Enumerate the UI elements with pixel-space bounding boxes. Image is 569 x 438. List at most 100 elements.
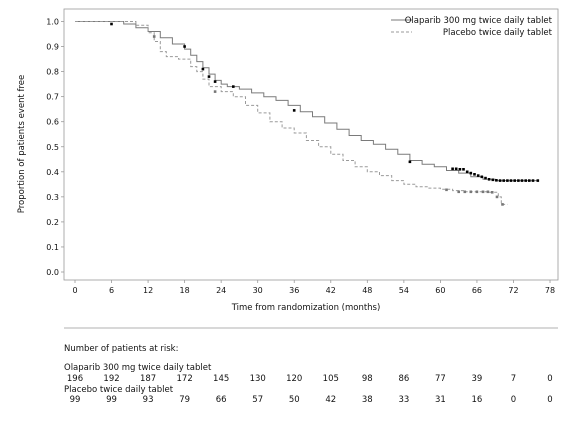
y-tick-label: 0.8 [46,68,59,77]
risk-count: 196 [67,374,83,384]
x-axis-label: Time from randomization (months) [231,303,381,313]
censor-mark-placebo [152,35,156,38]
risk-count: 86 [398,374,409,384]
censor-mark-placebo [457,190,460,194]
risk-count: 105 [323,374,339,384]
censor-mark-olaparib [476,174,480,177]
risk-count: 7 [511,374,516,384]
censor-mark-olaparib [495,179,498,182]
x-tick-label: 48 [362,286,372,295]
risk-count: 172 [177,374,193,384]
censor-mark-olaparib [498,179,502,182]
censor-mark-olaparib [528,179,531,182]
x-tick-label: 0 [72,286,77,295]
censor-mark-olaparib [531,179,535,182]
risk-count: 93 [143,395,154,405]
censor-mark-olaparib [480,175,484,179]
risk-count: 50 [289,395,300,405]
x-tick-label: 54 [399,286,409,295]
x-tick-label: 24 [216,286,226,295]
x-tick-label: 30 [253,286,263,295]
censor-mark-olaparib [502,179,505,182]
censor-mark-olaparib [473,173,476,176]
censor-mark-olaparib [487,178,491,181]
censor-mark-placebo [463,190,467,194]
risk-count: 0 [547,395,552,405]
censor-mark-olaparib [484,176,487,180]
series-line-olaparib [75,21,538,182]
risk-count: 120 [286,374,302,384]
risk-row-placebo: 99 99 93 79 66 57 50 42 38 33 31 16 0 0 [70,395,553,405]
x-tick-label: 12 [143,286,153,295]
risk-count: 57 [252,395,263,405]
x-tick-label: 66 [472,286,482,295]
censor-mark-placebo [495,195,499,199]
censor-mark-olaparib [201,67,205,71]
x-tick-label: 72 [508,286,518,295]
y-axis-label: Proportion of patients event free [17,75,27,214]
risk-count: 187 [140,374,156,384]
risk-count: 77 [435,374,446,384]
censor-mark-placebo [486,190,490,194]
censor-mark-olaparib [454,167,458,171]
x-tick-label: 60 [435,286,445,295]
censor-mark-olaparib [110,22,113,26]
censor-mark-olaparib [524,179,527,182]
risk-count: 31 [435,395,446,405]
censor-mark-olaparib [491,178,495,182]
risk-count: 145 [213,374,229,384]
x-tick-label: 42 [326,286,336,295]
censor-mark-olaparib [520,179,524,182]
risk-count: 0 [511,395,516,405]
censor-mark-placebo [475,190,479,194]
censor-mark-olaparib [207,75,211,78]
y-tick-label: 0.5 [46,143,59,152]
x-tick-label: 36 [289,286,299,295]
risk-count: 98 [362,374,373,384]
y-tick-label: 0.9 [46,43,59,52]
censor-mark-olaparib [292,109,296,112]
y-tick-label: 0.7 [46,93,59,102]
risk-count: 79 [179,395,190,405]
censor-mark-placebo [481,190,485,194]
y-tick-label: 0.6 [46,118,59,127]
censor-mark-olaparib [408,160,412,164]
legend-label-olaparib: Olaparib 300 mg twice daily tablet [405,16,553,26]
risk-count: 66 [216,395,227,405]
y-tick-label: 0.2 [46,218,59,227]
y-tick-label: 1.0 [46,18,59,27]
censor-mark-olaparib [458,168,462,171]
risk-table-title: Number of patients at risk: [64,344,178,354]
censor-mark-olaparib [536,179,540,182]
risk-count: 0 [547,374,552,384]
censor-mark-placebo [490,191,494,194]
censor-mark-olaparib [465,170,469,174]
series-layer [75,21,540,206]
censor-mark-olaparib [183,45,186,48]
censor-mark-olaparib [451,167,454,171]
legend: Olaparib 300 mg twice daily tablet Place… [391,16,553,38]
risk-count: 130 [250,374,266,384]
risk-count: 39 [472,374,483,384]
censor-mark-olaparib [213,80,217,83]
censor-mark-placebo [469,190,473,194]
censor-mark-placebo [213,90,217,93]
y-tick-label: 0.4 [46,168,59,177]
x-tick-label: 18 [180,286,190,295]
risk-row-olaparib: 196 192 187 172 145 130 120 105 98 86 77 39 7 0 [67,374,553,384]
x-tick-label: 78 [545,286,555,295]
censor-mark-placebo [445,188,448,192]
risk-count: 16 [472,395,483,405]
censor-mark-olaparib [469,171,473,175]
censor-mark-olaparib [232,85,235,88]
legend-label-placebo: Placebo twice daily tablet [443,28,553,38]
series-line-placebo [75,21,508,205]
censor-mark-placebo [501,203,504,206]
y-tick-label: 0.0 [46,268,59,277]
risk-count: 99 [70,395,81,405]
censor-mark-olaparib [506,179,509,182]
censor-mark-olaparib [513,179,516,182]
plot-frame [63,8,559,281]
y-tick-label: 0.3 [46,193,59,202]
